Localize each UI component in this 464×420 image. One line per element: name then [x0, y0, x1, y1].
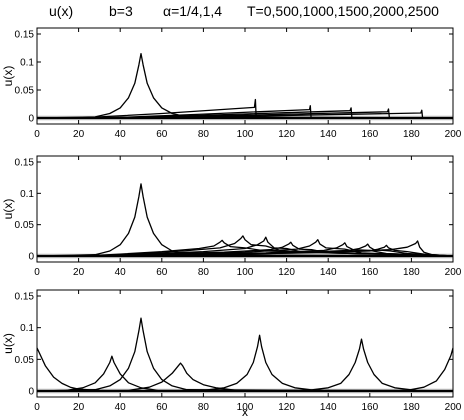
header-alpha-label: α=1/4,1,4 [163, 3, 222, 19]
y-axis-label: u(x) [1, 333, 15, 354]
panel-top: 0 20 40 60 80 100 120 140 160 180 200 0 0.05 0.1 0.15 u… [1, 27, 462, 140]
y-tick-label: 0.15 [15, 158, 35, 169]
x-tick-label: 20 [73, 267, 85, 278]
x-tick-label: 140 [320, 402, 337, 413]
x-tick-label: 80 [198, 402, 210, 413]
series-line-4 [36, 362, 454, 392]
x-tick-label: 120 [278, 267, 295, 278]
x-tick-label: 60 [156, 129, 168, 140]
x-tick-label: 60 [156, 402, 168, 413]
series-line-7 [36, 347, 454, 392]
x-tick-label: 0 [34, 129, 40, 140]
y-tick-label: 0.1 [20, 58, 34, 69]
series-line-1 [36, 317, 454, 392]
panels: 0 20 40 60 80 100 120 140 160 180 20000.050.10.15u… [1, 27, 462, 419]
x-tick-label: 100 [237, 129, 254, 140]
x-tick-label: 120 [278, 129, 295, 140]
x-tick-label: 40 [115, 267, 127, 278]
x-tick-label: 180 [403, 129, 420, 140]
x-tick-label: 140 [320, 129, 337, 140]
x-tick-label: 80 [198, 267, 210, 278]
x-tick-label: 140 [320, 267, 337, 278]
y-tick-label: 0.15 [15, 292, 35, 303]
y-axis-label: u(x) [1, 199, 15, 220]
y-tick-label: 0.05 [15, 86, 35, 97]
series-line-5 [37, 241, 454, 257]
header-u-label: u(x) [49, 3, 73, 19]
series-line-6 [36, 338, 454, 392]
x-tick-label: 160 [361, 129, 378, 140]
series-line-6 [37, 109, 453, 119]
x-tick-label: 160 [361, 267, 378, 278]
figure-header: u(x) b=3 α=1/4,1,4 T=0,500,1000,1500,200… [49, 3, 439, 19]
x-tick-label: 80 [198, 129, 210, 140]
y-tick-label: 0.1 [20, 189, 34, 200]
series-line-1 [36, 183, 454, 257]
header-b-label: b=3 [109, 3, 133, 19]
x-tick-label: 40 [115, 402, 127, 413]
x-tick-label: 100 [237, 267, 254, 278]
x-tick-label: 20 [73, 402, 85, 413]
x-tick-label: 120 [278, 402, 295, 413]
x-tick-label: 180 [403, 402, 420, 413]
x-tick-label: 20 [73, 129, 85, 140]
panel-bottom: 0 20 40 60 80 100 120 140 160 180 200 0 0.05 0.1 0.15 u… [1, 289, 462, 419]
x-tick-label: 40 [115, 129, 127, 140]
header-T-label: T=0,500,1000,1500,2000,2500 [247, 3, 439, 19]
y-tick-label: 0.05 [15, 355, 35, 366]
y-tick-label: 0.15 [15, 30, 35, 41]
axes-frame [36, 289, 454, 398]
x-tick-label: 200 [445, 129, 462, 140]
x-tick-label: 180 [403, 267, 420, 278]
series-line-5 [36, 334, 454, 392]
series-line-2 [36, 347, 453, 392]
x-tick-label: 100 [237, 402, 254, 413]
y-tick-label: 0 [28, 252, 34, 263]
series-line-3 [36, 355, 454, 392]
y-tick-label: 0.1 [20, 323, 34, 334]
axes-frame [36, 27, 454, 125]
y-axis-label: u(x) [1, 66, 15, 87]
x-tick-label: 0 [34, 267, 40, 278]
x-tick-label: 0 [34, 402, 40, 413]
axes-frame [36, 155, 454, 263]
series-line-10 [37, 240, 454, 257]
series-line-1 [36, 52, 454, 119]
panel-middle: 0 20 40 60 80 100 120 140 160 180 200 0 0.05 0.1 0.15 u… [1, 155, 462, 278]
x-tick-label: 160 [361, 402, 378, 413]
y-tick-label: 0.05 [15, 220, 35, 231]
y-tick-label: 0 [28, 387, 34, 398]
x-tick-label: 200 [445, 402, 462, 413]
y-tick-label: 0 [28, 114, 34, 125]
x-tick-label: 60 [156, 267, 168, 278]
x-tick-label: 200 [445, 267, 462, 278]
x-axis-label: x [242, 405, 248, 419]
